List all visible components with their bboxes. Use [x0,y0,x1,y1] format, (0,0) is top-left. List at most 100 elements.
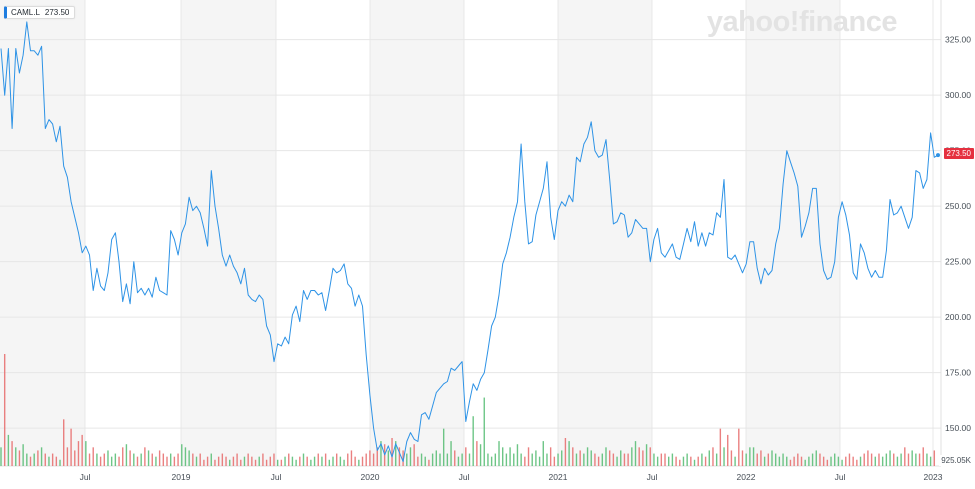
y-tick-label: 150.00 [945,423,971,433]
volume-bar [431,453,434,466]
volume-bar [369,450,371,466]
volume-bar [483,397,485,466]
volume-bar [870,453,873,466]
volume-bar [395,441,397,466]
volume-bar [760,450,762,466]
y-tick-label: 250.00 [945,201,971,211]
volume-bar [335,453,338,466]
ticker-badge[interactable]: CAML.L 273.50 [4,6,76,19]
volume-bar [904,447,906,466]
volume-bar [649,447,651,466]
volume-bar [671,453,674,466]
volume-bar [273,453,275,466]
volume-bar [885,453,888,466]
volume-bar [147,450,150,466]
volume-bar [354,456,356,466]
volume-bar [85,441,87,466]
volume-bar [797,453,799,466]
current-price-tag: 273.50 [943,147,974,159]
volume-bar [793,456,795,466]
volume-bar [583,453,585,466]
volume-bar [417,456,419,466]
volume-bar [749,447,751,466]
volume-bar [162,453,165,466]
volume-bar [834,453,836,466]
volume-bar [859,456,862,466]
volume-bar [291,456,294,466]
volume-bar [140,453,142,466]
volume-bar [579,450,581,466]
volume-bar [358,459,360,466]
volume-bar [265,459,268,466]
volume-bar [509,447,511,466]
volume-bar [7,434,10,466]
volume-bar [380,441,382,466]
volume-bar [442,428,445,466]
volume-bar [254,459,257,466]
volume-bar [55,456,58,466]
volume-bar [933,450,936,466]
volume-bar [428,459,430,466]
volume-bar [553,456,556,466]
volume-bar [653,453,655,466]
volume-bar [538,456,541,466]
volume-bar [704,456,707,466]
volume-bar [524,456,526,466]
x-tick-label: Jul [647,472,658,482]
volume-bar [638,447,640,466]
volume-bar [173,456,176,466]
volume-bar [660,453,663,466]
volume-bar [867,450,869,466]
volume-bar [280,459,283,466]
volume-bar [151,453,153,466]
volume-bar [682,456,685,466]
volume-bar [546,453,548,466]
volume-bar [66,447,69,466]
volume-bar [874,456,876,466]
volume-bar [129,450,131,466]
volume-bar [262,453,264,466]
volume-bar [81,434,83,466]
volume-bar [181,444,183,466]
x-tick-label: 2023 [924,472,943,482]
x-tick-label: 2022 [737,472,756,482]
volume-bar [527,447,530,466]
volume-bar [516,444,519,466]
volume-bar [321,456,323,466]
volume-bar [561,450,563,466]
volume-bar [479,444,482,466]
volume-bar [487,453,489,466]
volume-bar [575,453,578,466]
volume-bar [391,438,393,466]
volume-bar [59,459,61,466]
volume-bar [826,459,829,466]
volume-bar [734,456,736,466]
volume-bar [679,459,681,466]
volume-bar [339,456,342,466]
x-tick-label: Jul [80,472,91,482]
volume-bar [184,447,187,466]
volume-bar [745,453,747,466]
volume-bar [155,456,157,466]
volume-bar [771,450,773,466]
volume-bar [767,453,770,466]
volume-bar [498,441,500,466]
volume-bar [446,453,449,466]
volume-bar [332,456,334,466]
volume-bar [136,456,139,466]
volume-bar [409,447,412,466]
volume-bar [690,456,692,466]
volume-bar [74,450,76,466]
volume-bar [225,456,227,466]
y-tick-label: 225.00 [945,257,971,267]
volume-bar [822,456,825,466]
volume-bar [693,459,696,466]
volume-bar [701,453,703,466]
volume-bar [343,459,345,466]
volume-bar [118,456,120,466]
volume-bar [26,453,28,466]
volume-bar [468,453,471,466]
volume-bar [782,453,784,466]
volume-bar [848,453,851,466]
